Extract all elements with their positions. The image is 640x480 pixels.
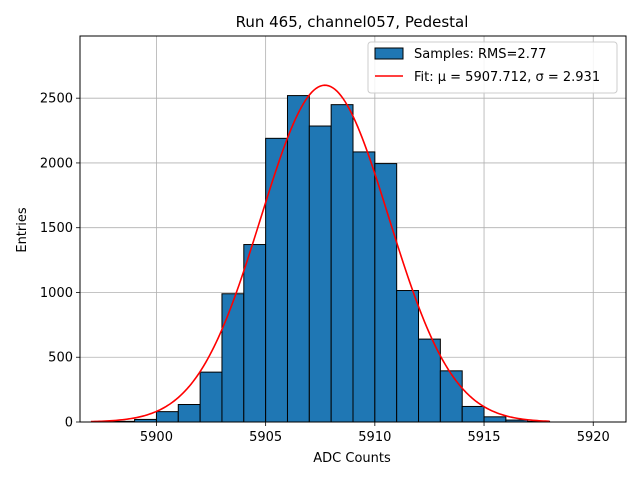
histogram-bar [243,244,267,423]
legend-box [367,41,618,94]
histogram-bar [418,338,441,423]
histogram-bar [199,371,223,423]
legend: Samples: RMS=2.77 Fit: μ = 5907.712, σ =… [367,41,618,94]
histogram-bar [330,104,354,423]
y-axis-label: Entries [15,207,30,253]
chart-title: Run 465, channel057, Pedestal [236,13,469,31]
x-tick-label: 5915 [467,430,500,445]
y-tick-label: 0 [65,416,73,431]
x-axis-ticks: 5900 5905 5910 5915 5920 [140,422,610,445]
plot-frame [79,35,627,423]
legend-entry-fit: Fit: μ = 5907.712, σ = 2.931 [414,70,600,85]
x-tick-label: 5920 [577,430,610,445]
histogram-bar [265,137,288,423]
histogram-bar [155,411,179,423]
histogram-bar [396,290,420,423]
legend-entry-samples: Samples: RMS=2.77 [414,47,546,62]
y-tick-label: 1000 [40,286,73,301]
legend-swatch-samples [374,47,404,60]
x-tick-label: 5905 [249,430,282,445]
x-tick-label: 5910 [358,430,391,445]
y-tick-label: 2500 [40,92,73,107]
x-tick-label: 5900 [140,430,173,445]
histogram-bars [112,95,551,423]
histogram-bar [286,95,310,423]
histogram-bar [308,125,332,423]
histogram-bar [374,163,398,423]
y-tick-label: 1500 [40,221,73,236]
histogram-bar [483,416,507,423]
y-tick-label: 2000 [40,156,73,171]
fit-curve [90,84,550,423]
x-axis-label: ADC Counts [313,451,391,466]
histogram-bar [221,293,245,423]
histogram-bar [177,404,201,423]
y-axis-ticks: 0 500 1000 1500 2000 2500 [40,92,80,431]
y-tick-label: 500 [48,351,73,366]
histogram-bar [439,370,463,423]
histogram-bar [352,151,376,423]
histogram-bar [461,405,485,423]
